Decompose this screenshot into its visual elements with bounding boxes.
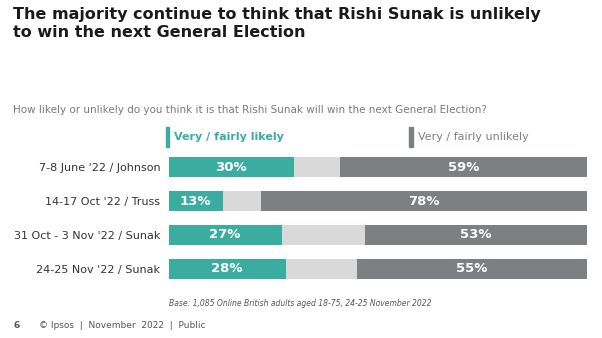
Bar: [286, 259, 357, 279]
Text: ●: ●: [550, 307, 560, 317]
Text: ipsos: ipsos: [542, 318, 568, 328]
Bar: [169, 191, 223, 211]
Text: 13%: 13%: [180, 195, 211, 208]
Bar: [294, 157, 340, 177]
Text: 59%: 59%: [448, 161, 479, 174]
Text: Very / fairly likely: Very / fairly likely: [174, 132, 284, 142]
Bar: [340, 157, 587, 177]
Bar: [261, 191, 587, 211]
Bar: [169, 259, 286, 279]
Text: 6: 6: [13, 320, 19, 330]
Text: Very / fairly unlikely: Very / fairly unlikely: [418, 132, 529, 142]
Text: 27%: 27%: [209, 228, 241, 241]
Text: The majority continue to think that Rishi Sunak is unlikely
to win the next Gene: The majority continue to think that Rish…: [13, 7, 541, 40]
Text: 30%: 30%: [216, 161, 247, 174]
Text: 53%: 53%: [461, 228, 492, 241]
Text: © Ipsos  |  November  2022  |  Public: © Ipsos | November 2022 | Public: [39, 320, 206, 330]
Text: 55%: 55%: [456, 262, 488, 275]
Bar: [169, 225, 282, 245]
Text: 78%: 78%: [408, 195, 439, 208]
Bar: [223, 191, 261, 211]
Bar: [365, 225, 587, 245]
Text: 28%: 28%: [211, 262, 243, 275]
Text: Base: 1,085 Online British adults aged 18-75, 24-25 November 2022: Base: 1,085 Online British adults aged 1…: [169, 299, 431, 308]
Text: How likely or unlikely do you think it is that Rishi Sunak will win the next Gen: How likely or unlikely do you think it i…: [13, 105, 487, 115]
Bar: [357, 259, 587, 279]
Bar: [169, 157, 294, 177]
Bar: [282, 225, 365, 245]
